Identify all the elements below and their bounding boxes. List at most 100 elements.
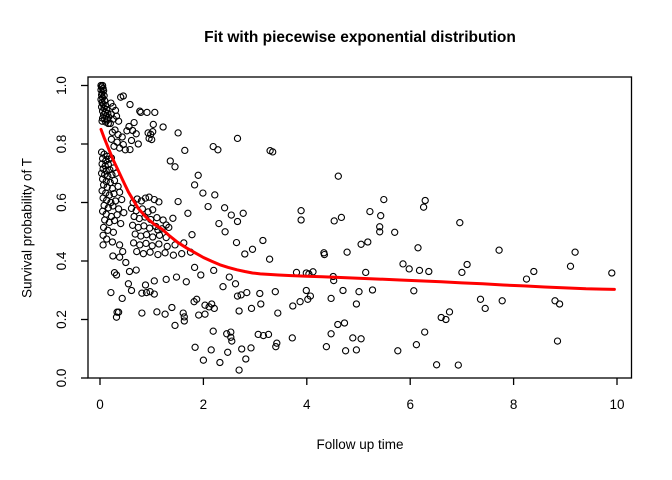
data-point (155, 231, 164, 239)
data-point (115, 241, 124, 249)
data-point (259, 236, 267, 245)
data-point (224, 348, 232, 356)
data-point (162, 275, 170, 284)
data-point (256, 289, 264, 298)
data-point (161, 310, 169, 318)
data-point (415, 266, 424, 275)
data-point (107, 288, 115, 297)
data-point (199, 189, 207, 197)
data-point (421, 196, 429, 205)
data-point (142, 239, 150, 248)
data-point (146, 248, 154, 256)
x-axis-tick-label: 2 (200, 397, 208, 412)
data-point (201, 301, 209, 309)
data-point (155, 240, 163, 248)
data-point (349, 334, 357, 342)
data-point (154, 250, 162, 259)
data-point (104, 160, 112, 169)
data-point (322, 343, 331, 351)
data-point (98, 117, 106, 125)
data-point (149, 233, 157, 241)
data-point (181, 146, 189, 155)
data-point (98, 187, 106, 195)
data-point (233, 134, 242, 143)
data-point (522, 275, 531, 283)
data-point (141, 194, 150, 202)
data-point (109, 252, 117, 260)
data-point (254, 330, 262, 339)
data-point (127, 136, 136, 145)
data-point (239, 209, 247, 217)
data-point (458, 268, 466, 277)
data-point (108, 171, 116, 179)
data-point (150, 290, 158, 298)
data-point (132, 130, 140, 138)
data-point (327, 294, 335, 303)
data-point (289, 302, 297, 310)
data-point (555, 300, 564, 308)
data-point (337, 213, 346, 222)
data-point (257, 300, 265, 308)
y-axis-label: Survival probability of T (19, 157, 35, 299)
data-point (193, 295, 201, 303)
data-point (188, 231, 196, 239)
data-point (112, 313, 121, 321)
data-point (231, 280, 240, 288)
data-point (127, 286, 136, 295)
y-axis-tick-label: 0.6 (54, 193, 69, 212)
data-point (122, 258, 130, 267)
data-point (352, 346, 361, 354)
y-axis-tick-label: 0.2 (54, 310, 69, 329)
data-point (104, 204, 112, 212)
data-point (498, 297, 506, 305)
data-point (399, 260, 407, 268)
data-point (445, 308, 454, 316)
data-point (99, 194, 107, 202)
data-point (476, 295, 485, 303)
data-point (271, 288, 279, 296)
data-point (172, 273, 181, 281)
data-point (210, 266, 218, 275)
data-point (126, 145, 134, 154)
data-point (142, 231, 151, 239)
data-point (115, 188, 124, 196)
data-point (608, 269, 616, 277)
data-point (269, 148, 277, 156)
data-point (153, 214, 161, 222)
data-point (405, 265, 413, 273)
data-point (99, 87, 108, 95)
data-point (297, 207, 305, 215)
data-point (362, 268, 370, 277)
plot-box (87, 76, 633, 379)
data-point (247, 304, 256, 313)
data-point (130, 118, 138, 127)
data-point (134, 140, 142, 148)
x-axis-tick-label: 0 (96, 397, 104, 412)
data-point (227, 333, 235, 341)
data-point (124, 280, 133, 288)
data-point (419, 203, 428, 211)
data-point (235, 307, 243, 315)
data-point (136, 241, 144, 249)
data-point (340, 319, 349, 327)
x-axis-tick-label: 10 (609, 397, 624, 412)
data-point (432, 361, 441, 369)
x-axis-tick-label: 6 (406, 397, 414, 412)
data-point (139, 250, 148, 258)
data-point (566, 262, 575, 270)
data-point (174, 129, 182, 137)
data-point (304, 295, 312, 303)
data-point (126, 100, 134, 109)
data-point (159, 123, 167, 131)
chart-title: Fit with piecewise exponential distribut… (204, 29, 516, 46)
data-point (118, 294, 126, 303)
data-point (166, 157, 174, 165)
data-point (414, 244, 422, 252)
data-point (145, 224, 154, 232)
data-point (104, 119, 112, 128)
data-point (242, 355, 250, 363)
data-point (495, 246, 503, 254)
data-point (364, 238, 372, 246)
data-point (115, 253, 124, 261)
